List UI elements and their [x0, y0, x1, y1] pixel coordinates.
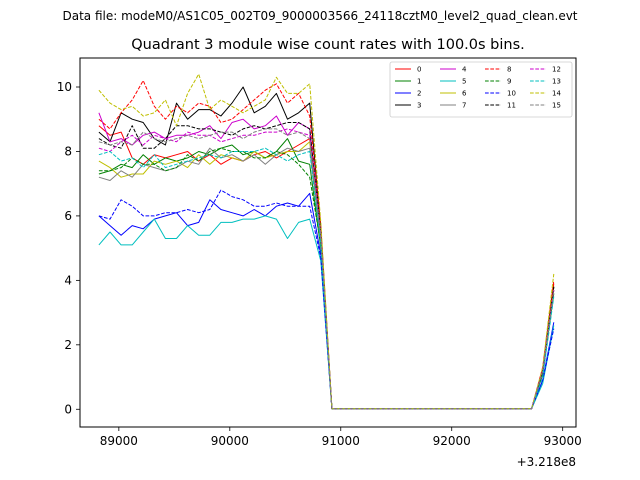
chart-title: Quadrant 3 module wise count rates with … [131, 37, 525, 53]
y-tick-label: 6 [64, 209, 72, 223]
legend-label-4: 4 [462, 66, 467, 74]
y-tick-label: 8 [64, 144, 72, 158]
figure-suptitle: Data file: modeM0/AS1C05_002T09_90000035… [62, 9, 577, 23]
x-axis: 89000 90000 91000 92000 93000 [100, 427, 582, 448]
y-axis: 0 2 4 6 8 10 [57, 80, 80, 416]
legend-label-0: 0 [417, 66, 421, 74]
y-tick-label: 0 [64, 402, 72, 416]
y-tick-label: 4 [64, 273, 72, 287]
legend-label-12: 12 [552, 66, 561, 74]
legend-label-11: 11 [507, 102, 516, 110]
legend-frame [389, 61, 573, 118]
x-tick-label: 89000 [100, 434, 138, 448]
y-tick-label: 2 [64, 338, 72, 352]
axes-frame [79, 57, 577, 428]
legend-label-14: 14 [552, 90, 561, 98]
legend-label-10: 10 [507, 90, 516, 98]
x-tick-label: 92000 [433, 434, 471, 448]
legend-label-2: 2 [417, 90, 421, 98]
series-layer [98, 73, 555, 410]
legend-label-9: 9 [507, 78, 511, 86]
legend-label-3: 3 [417, 102, 421, 110]
x-tick-label: 93000 [544, 434, 582, 448]
legend-label-8: 8 [507, 66, 511, 74]
legend-label-1: 1 [417, 78, 421, 86]
legend-label-15: 15 [552, 102, 561, 110]
legend-label-6: 6 [462, 90, 467, 98]
legend-label-7: 7 [462, 102, 466, 110]
y-tick-label: 10 [57, 80, 72, 94]
x-tick-label: 91000 [322, 434, 360, 448]
x-tick-label: 90000 [211, 434, 249, 448]
legend-label-5: 5 [462, 78, 466, 86]
legend-label-13: 13 [552, 78, 561, 86]
series-line-15 [98, 128, 555, 410]
x-offset-label: +3.218e8 [517, 455, 576, 469]
